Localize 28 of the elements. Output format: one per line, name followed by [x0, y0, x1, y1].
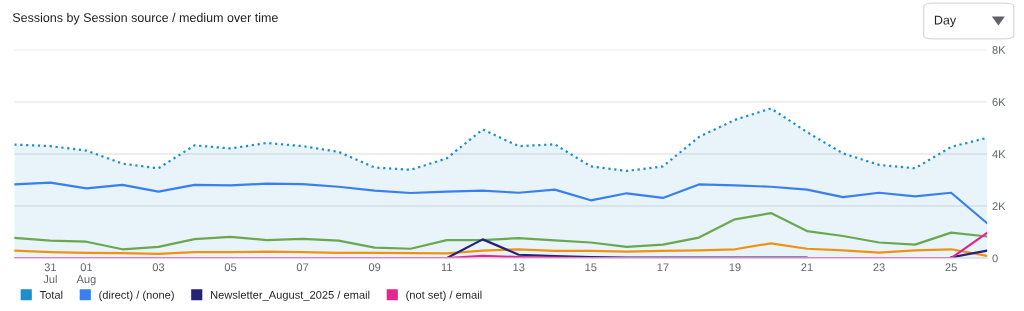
x-tick-label: 15	[585, 263, 597, 272]
x-tick-label: 09	[368, 263, 381, 272]
line-series	[14, 242, 988, 257]
x-tick-label: 31 Jul	[43, 263, 57, 284]
legend-label: Total	[39, 290, 63, 299]
y-tick-label: 2K	[992, 202, 1006, 211]
x-tick-label: 19	[729, 263, 741, 272]
legend-label: (direct) / (none)	[99, 290, 174, 301]
legend-label: Newsletter_August_2025 / email	[210, 290, 370, 301]
chart-title: Sessions by Session source / medium over time	[12, 12, 278, 25]
x-tick-label: 21	[801, 263, 813, 272]
y-tick-label: 8K	[992, 46, 1006, 54]
y-tick-label: 6K	[992, 98, 1006, 106]
x-tick-label: 01 Aug	[76, 263, 96, 286]
y-tick-label: 4K	[992, 150, 1006, 158]
x-tick-label: 03	[152, 263, 165, 272]
line-series	[14, 181, 988, 225]
x-tick-label: 23	[873, 263, 885, 272]
x-tick-label: 17	[657, 263, 669, 272]
x-tick-label: 07	[296, 263, 309, 272]
y-tick-label: 0	[992, 254, 998, 263]
line-series	[14, 211, 988, 251]
x-tick-label: 05	[224, 263, 237, 272]
x-tick-label: 13	[513, 263, 525, 272]
legend-label: (not set) / email	[406, 290, 482, 301]
text: Day	[934, 15, 957, 27]
x-tick-label: 11	[441, 263, 452, 272]
x-tick-label: 25	[945, 263, 957, 272]
